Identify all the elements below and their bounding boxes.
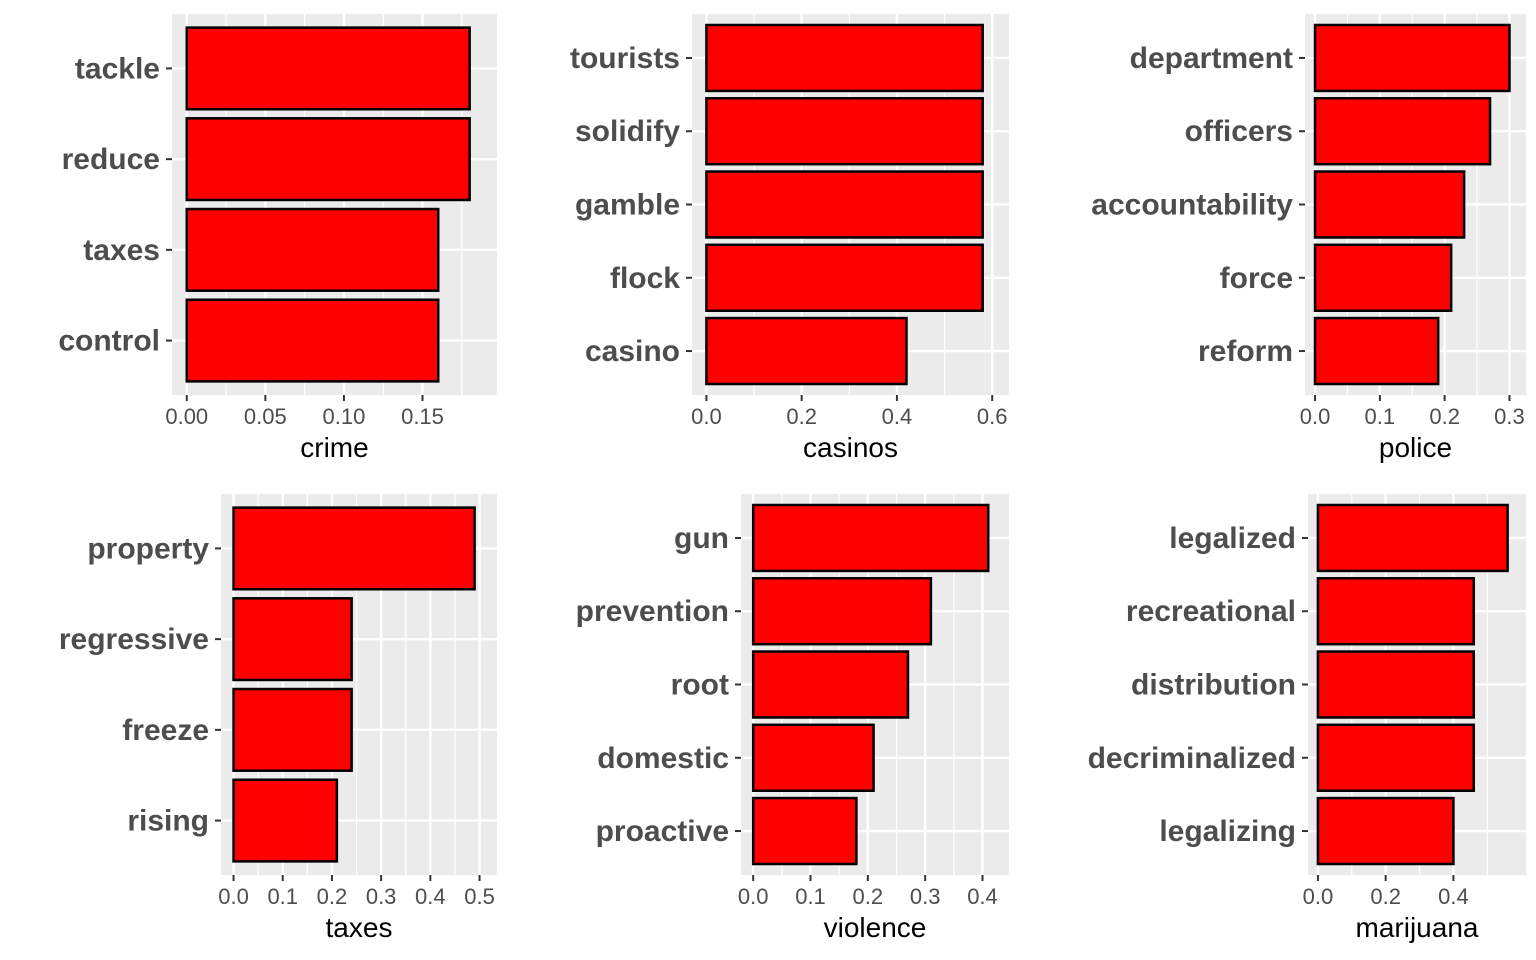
bar-property (232, 506, 476, 591)
x-tick-label: 0.4 (967, 884, 998, 909)
x-tick-label: 0.00 (165, 404, 208, 429)
x-tick-label: 0.1 (267, 884, 298, 909)
facet-panel-casinos: tourists solidify gamble flock casino 0.0 0.2 0… (570, 14, 1009, 463)
x-axis-title: crime (300, 432, 368, 463)
facet-panel-taxes: property regressive freeze rising 0.0 0.1 0.2 0… (59, 494, 497, 943)
x-tick-label: 0.1 (1365, 404, 1396, 429)
x-tick-label: 0.1 (795, 884, 826, 909)
category-label: gamble (575, 189, 680, 222)
category-label: distribution (1131, 669, 1296, 702)
bar-legalized (1316, 503, 1509, 573)
category-label: tourists (570, 42, 680, 75)
category-label: officers (1185, 115, 1293, 148)
x-tick-label: 0.3 (1494, 404, 1525, 429)
x-tick-label: 0.5 (464, 884, 495, 909)
bar-gun (751, 503, 990, 573)
facet-panel-crime: tackle reduce taxes control 0.00 0.05 0.10 0.15… (58, 14, 497, 463)
bar-tourists (705, 23, 984, 93)
category-label: flock (610, 262, 680, 295)
bar-department (1313, 23, 1511, 93)
category-label: rising (127, 805, 209, 838)
x-tick-label: 0.0 (1300, 404, 1331, 429)
bar-proactive (751, 796, 858, 866)
bar-tackle (185, 26, 471, 111)
category-label: gun (674, 522, 729, 555)
category-label: reduce (62, 143, 160, 176)
x-tick-label: 0.3 (910, 884, 941, 909)
category-label: solidify (575, 115, 680, 148)
x-tick-label: 0.2 (1429, 404, 1460, 429)
category-label: control (58, 325, 160, 358)
x-tick-label: 0.3 (366, 884, 397, 909)
bar-force (1313, 243, 1453, 312)
x-tick-label: 0.0 (218, 884, 249, 909)
category-label: domestic (597, 742, 729, 775)
category-label: legalized (1169, 522, 1296, 555)
x-tick-label: 0.15 (401, 404, 444, 429)
bar-domestic (751, 723, 875, 792)
x-tick-label: 0.4 (415, 884, 446, 909)
category-label: casino (585, 335, 680, 368)
x-tick-label: 0.05 (244, 404, 287, 429)
x-tick-label: 0.0 (738, 884, 769, 909)
bar-solidify (705, 97, 984, 166)
x-tick-label: 0.2 (853, 884, 884, 909)
x-tick-label: 0.4 (1438, 884, 1469, 909)
bar-taxes (185, 207, 440, 292)
bar-legalizing (1316, 796, 1455, 866)
category-label: taxes (83, 234, 160, 267)
bar-root (751, 650, 910, 719)
x-axis-title: police (1379, 432, 1452, 463)
bar-freeze (232, 687, 353, 772)
x-axis-title: casinos (803, 432, 898, 463)
bar-reform (1313, 316, 1440, 386)
category-label: decriminalized (1088, 742, 1296, 775)
x-tick-label: 0.0 (1303, 884, 1334, 909)
x-axis-title: marijuana (1356, 912, 1479, 943)
category-label: accountability (1091, 189, 1293, 222)
category-label: reform (1198, 335, 1293, 368)
facet-panel-marijuana: legalized recreational distribution decrimi… (1088, 494, 1526, 943)
x-tick-label: 0.4 (882, 404, 913, 429)
category-label: proactive (596, 815, 729, 848)
x-tick-label: 0.2 (317, 884, 348, 909)
bar-flock (705, 243, 984, 312)
category-label: recreational (1126, 595, 1296, 628)
x-axis-title: taxes (326, 912, 393, 943)
bar-accountability (1313, 170, 1466, 239)
x-tick-label: 0.2 (1370, 884, 1401, 909)
x-tick-label: 0.10 (323, 404, 366, 429)
category-label: force (1220, 262, 1293, 295)
facet-panel-police: department officers accountability force ref… (1091, 14, 1526, 463)
bar-control (185, 298, 440, 383)
bar-decriminalized (1316, 723, 1475, 792)
bar-casino (705, 316, 908, 386)
bar-regressive (232, 597, 353, 682)
bar-recreational (1316, 577, 1475, 646)
bar-gamble (705, 170, 984, 239)
bar-reduce (185, 117, 471, 202)
x-axis-title: violence (824, 912, 927, 943)
facet-panel-violence: gun prevention root domestic proactive 0.0 0.1… (576, 494, 1009, 943)
category-label: legalizing (1159, 815, 1296, 848)
category-label: regressive (59, 623, 209, 656)
bar-officers (1313, 97, 1492, 166)
x-tick-label: 0.6 (977, 404, 1008, 429)
category-label: department (1130, 42, 1293, 75)
bar-prevention (751, 577, 933, 646)
x-tick-label: 0.2 (786, 404, 817, 429)
bar-rising (232, 778, 339, 863)
bar-distribution (1316, 650, 1475, 719)
category-label: root (671, 669, 729, 702)
x-tick-label: 0.0 (691, 404, 722, 429)
category-label: tackle (75, 52, 160, 85)
category-label: property (87, 532, 209, 565)
category-label: freeze (122, 714, 209, 747)
category-label: prevention (576, 595, 729, 628)
